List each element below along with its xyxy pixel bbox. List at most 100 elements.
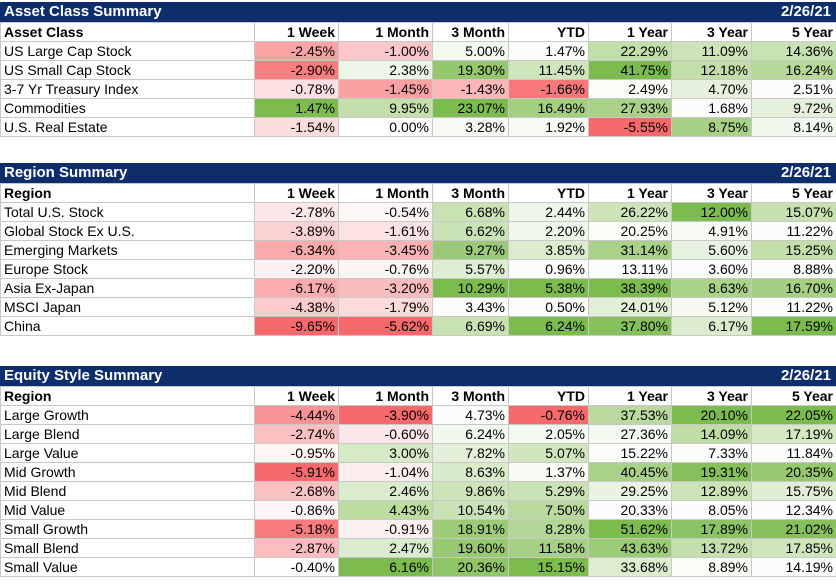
row-label: U.S. Real Estate xyxy=(0,117,255,137)
return-cell: 12.34% xyxy=(751,500,836,520)
return-cell: 8.89% xyxy=(671,557,752,577)
return-cell: 19.30% xyxy=(432,60,509,80)
return-cell: -0.91% xyxy=(338,519,433,539)
return-cell: -9.65% xyxy=(254,316,339,336)
table-row: U.S. Real Estate -1.54% 0.00% 3.28% 1.92% -5.… xyxy=(0,117,836,137)
row-label: Emerging Markets xyxy=(0,240,255,260)
table-row: Mid Blend -2.68% 2.46% 9.86% 5.29% 29.25% 12.8… xyxy=(0,481,836,501)
return-cell: 27.93% xyxy=(588,98,672,118)
return-cell: 29.25% xyxy=(588,481,672,501)
column-header: 1 Year xyxy=(588,183,672,203)
return-cell: 24.01% xyxy=(588,297,672,317)
column-header: 1 Year xyxy=(588,386,672,406)
return-cell: 8.63% xyxy=(671,278,752,298)
return-cell: 38.39% xyxy=(588,278,672,298)
header-row: Region 1 Week 1 Month 3 Month YTD 1 Year 3 Yea… xyxy=(0,386,836,406)
table-row: Global Stock Ex U.S. -3.89% -1.61% 6.62% 2.2… xyxy=(0,221,836,241)
column-header: 3 Month xyxy=(432,183,509,203)
table-row: Commodities 1.47% 9.95% 23.07% 16.49% 27.93% 1… xyxy=(0,98,836,118)
return-cell: 20.10% xyxy=(671,405,752,425)
return-cell: 33.68% xyxy=(588,557,672,577)
column-header: 3 Month xyxy=(432,22,509,42)
return-cell: -2.87% xyxy=(254,538,339,558)
column-header: 5 Year xyxy=(751,386,836,406)
return-cell: 37.80% xyxy=(588,316,672,336)
table-row: Large Blend -2.74% -0.60% 6.24% 2.05% 27.36% 1… xyxy=(0,424,836,444)
return-cell: 14.19% xyxy=(751,557,836,577)
return-cell: 11.09% xyxy=(671,41,752,61)
return-cell: 15.25% xyxy=(751,240,836,260)
return-cell: 41.75% xyxy=(588,60,672,80)
return-cell: 10.54% xyxy=(432,500,509,520)
return-cell: 14.09% xyxy=(671,424,752,444)
return-cell: 27.36% xyxy=(588,424,672,444)
return-cell: 3.28% xyxy=(432,117,509,137)
row-label: Asia Ex-Japan xyxy=(0,278,255,298)
row-label: Large Blend xyxy=(0,424,255,444)
return-cell: 5.00% xyxy=(432,41,509,61)
return-cell: -2.45% xyxy=(254,41,339,61)
return-cell: 6.68% xyxy=(432,202,509,222)
table-row: US Large Cap Stock -2.45% -1.00% 5.00% 1.47%… xyxy=(0,41,836,61)
return-cell: 15.75% xyxy=(751,481,836,501)
return-cell: -0.95% xyxy=(254,443,339,463)
return-cell: 26.22% xyxy=(588,202,672,222)
column-header: YTD xyxy=(508,183,589,203)
return-cell: 10.29% xyxy=(432,278,509,298)
return-cell: 31.14% xyxy=(588,240,672,260)
section-banner: Asset Class Summary 2/26/21 xyxy=(0,2,836,22)
return-cell: 2.51% xyxy=(751,79,836,99)
table-row: Small Blend -2.87% 2.47% 19.60% 11.58% 43.63%… xyxy=(0,538,836,558)
return-cell: 7.82% xyxy=(432,443,509,463)
region-summary: Region Summary 2/26/21 Region 1 Week 1 Month… xyxy=(0,163,836,336)
return-cell: -5.62% xyxy=(338,316,433,336)
row-label: Large Value xyxy=(0,443,255,463)
column-header: 1 Month xyxy=(338,386,433,406)
return-cell: 2.38% xyxy=(338,60,433,80)
return-cell: 37.53% xyxy=(588,405,672,425)
column-header: 1 Month xyxy=(338,22,433,42)
return-cell: 4.43% xyxy=(338,500,433,520)
row-label: Small Blend xyxy=(0,538,255,558)
return-cell: -5.18% xyxy=(254,519,339,539)
return-cell: -0.78% xyxy=(254,79,339,99)
section-banner: Equity Style Summary 2/26/21 xyxy=(0,366,836,386)
return-cell: 5.60% xyxy=(671,240,752,260)
table-row: 3-7 Yr Treasury Index -0.78% -1.45% -1.43% -… xyxy=(0,79,836,99)
return-cell: -5.91% xyxy=(254,462,339,482)
return-cell: 5.12% xyxy=(671,297,752,317)
return-cell: 19.60% xyxy=(432,538,509,558)
return-cell: 5.57% xyxy=(432,259,509,279)
return-cell: -6.34% xyxy=(254,240,339,260)
return-cell: 43.63% xyxy=(588,538,672,558)
return-cell: 3.43% xyxy=(432,297,509,317)
table-row: Mid Value -0.86% 4.43% 10.54% 7.50% 20.33% 8.0… xyxy=(0,500,836,520)
return-cell: 16.49% xyxy=(508,98,589,118)
return-cell: 2.44% xyxy=(508,202,589,222)
return-cell: 51.62% xyxy=(588,519,672,539)
section-title: Asset Class Summary xyxy=(4,3,162,20)
return-cell: 20.25% xyxy=(588,221,672,241)
return-cell: -3.89% xyxy=(254,221,339,241)
table-row: Emerging Markets -6.34% -3.45% 9.27% 3.85% 31… xyxy=(0,240,836,260)
return-cell: 20.35% xyxy=(751,462,836,482)
row-label: 3-7 Yr Treasury Index xyxy=(0,79,255,99)
row-label: Small Value xyxy=(0,557,255,577)
return-cell: -0.60% xyxy=(338,424,433,444)
return-cell: 22.05% xyxy=(751,405,836,425)
return-cell: -2.20% xyxy=(254,259,339,279)
table-row: Europe Stock -2.20% -0.76% 5.57% 0.96% 13.11%… xyxy=(0,259,836,279)
row-label: Mid Value xyxy=(0,500,255,520)
return-cell: 1.92% xyxy=(508,117,589,137)
return-cell: 11.45% xyxy=(508,60,589,80)
row-label: Total U.S. Stock xyxy=(0,202,255,222)
return-cell: 1.47% xyxy=(508,41,589,61)
return-cell: 11.84% xyxy=(751,443,836,463)
summary-table: Region 1 Week 1 Month 3 Month YTD 1 Year 3 Yea… xyxy=(0,386,836,577)
table-row: China -9.65% -5.62% 6.69% 6.24% 37.80% 6.17% 17… xyxy=(0,316,836,336)
return-cell: 22.29% xyxy=(588,41,672,61)
return-cell: -0.86% xyxy=(254,500,339,520)
row-label: China xyxy=(0,316,255,336)
row-label: Commodities xyxy=(0,98,255,118)
